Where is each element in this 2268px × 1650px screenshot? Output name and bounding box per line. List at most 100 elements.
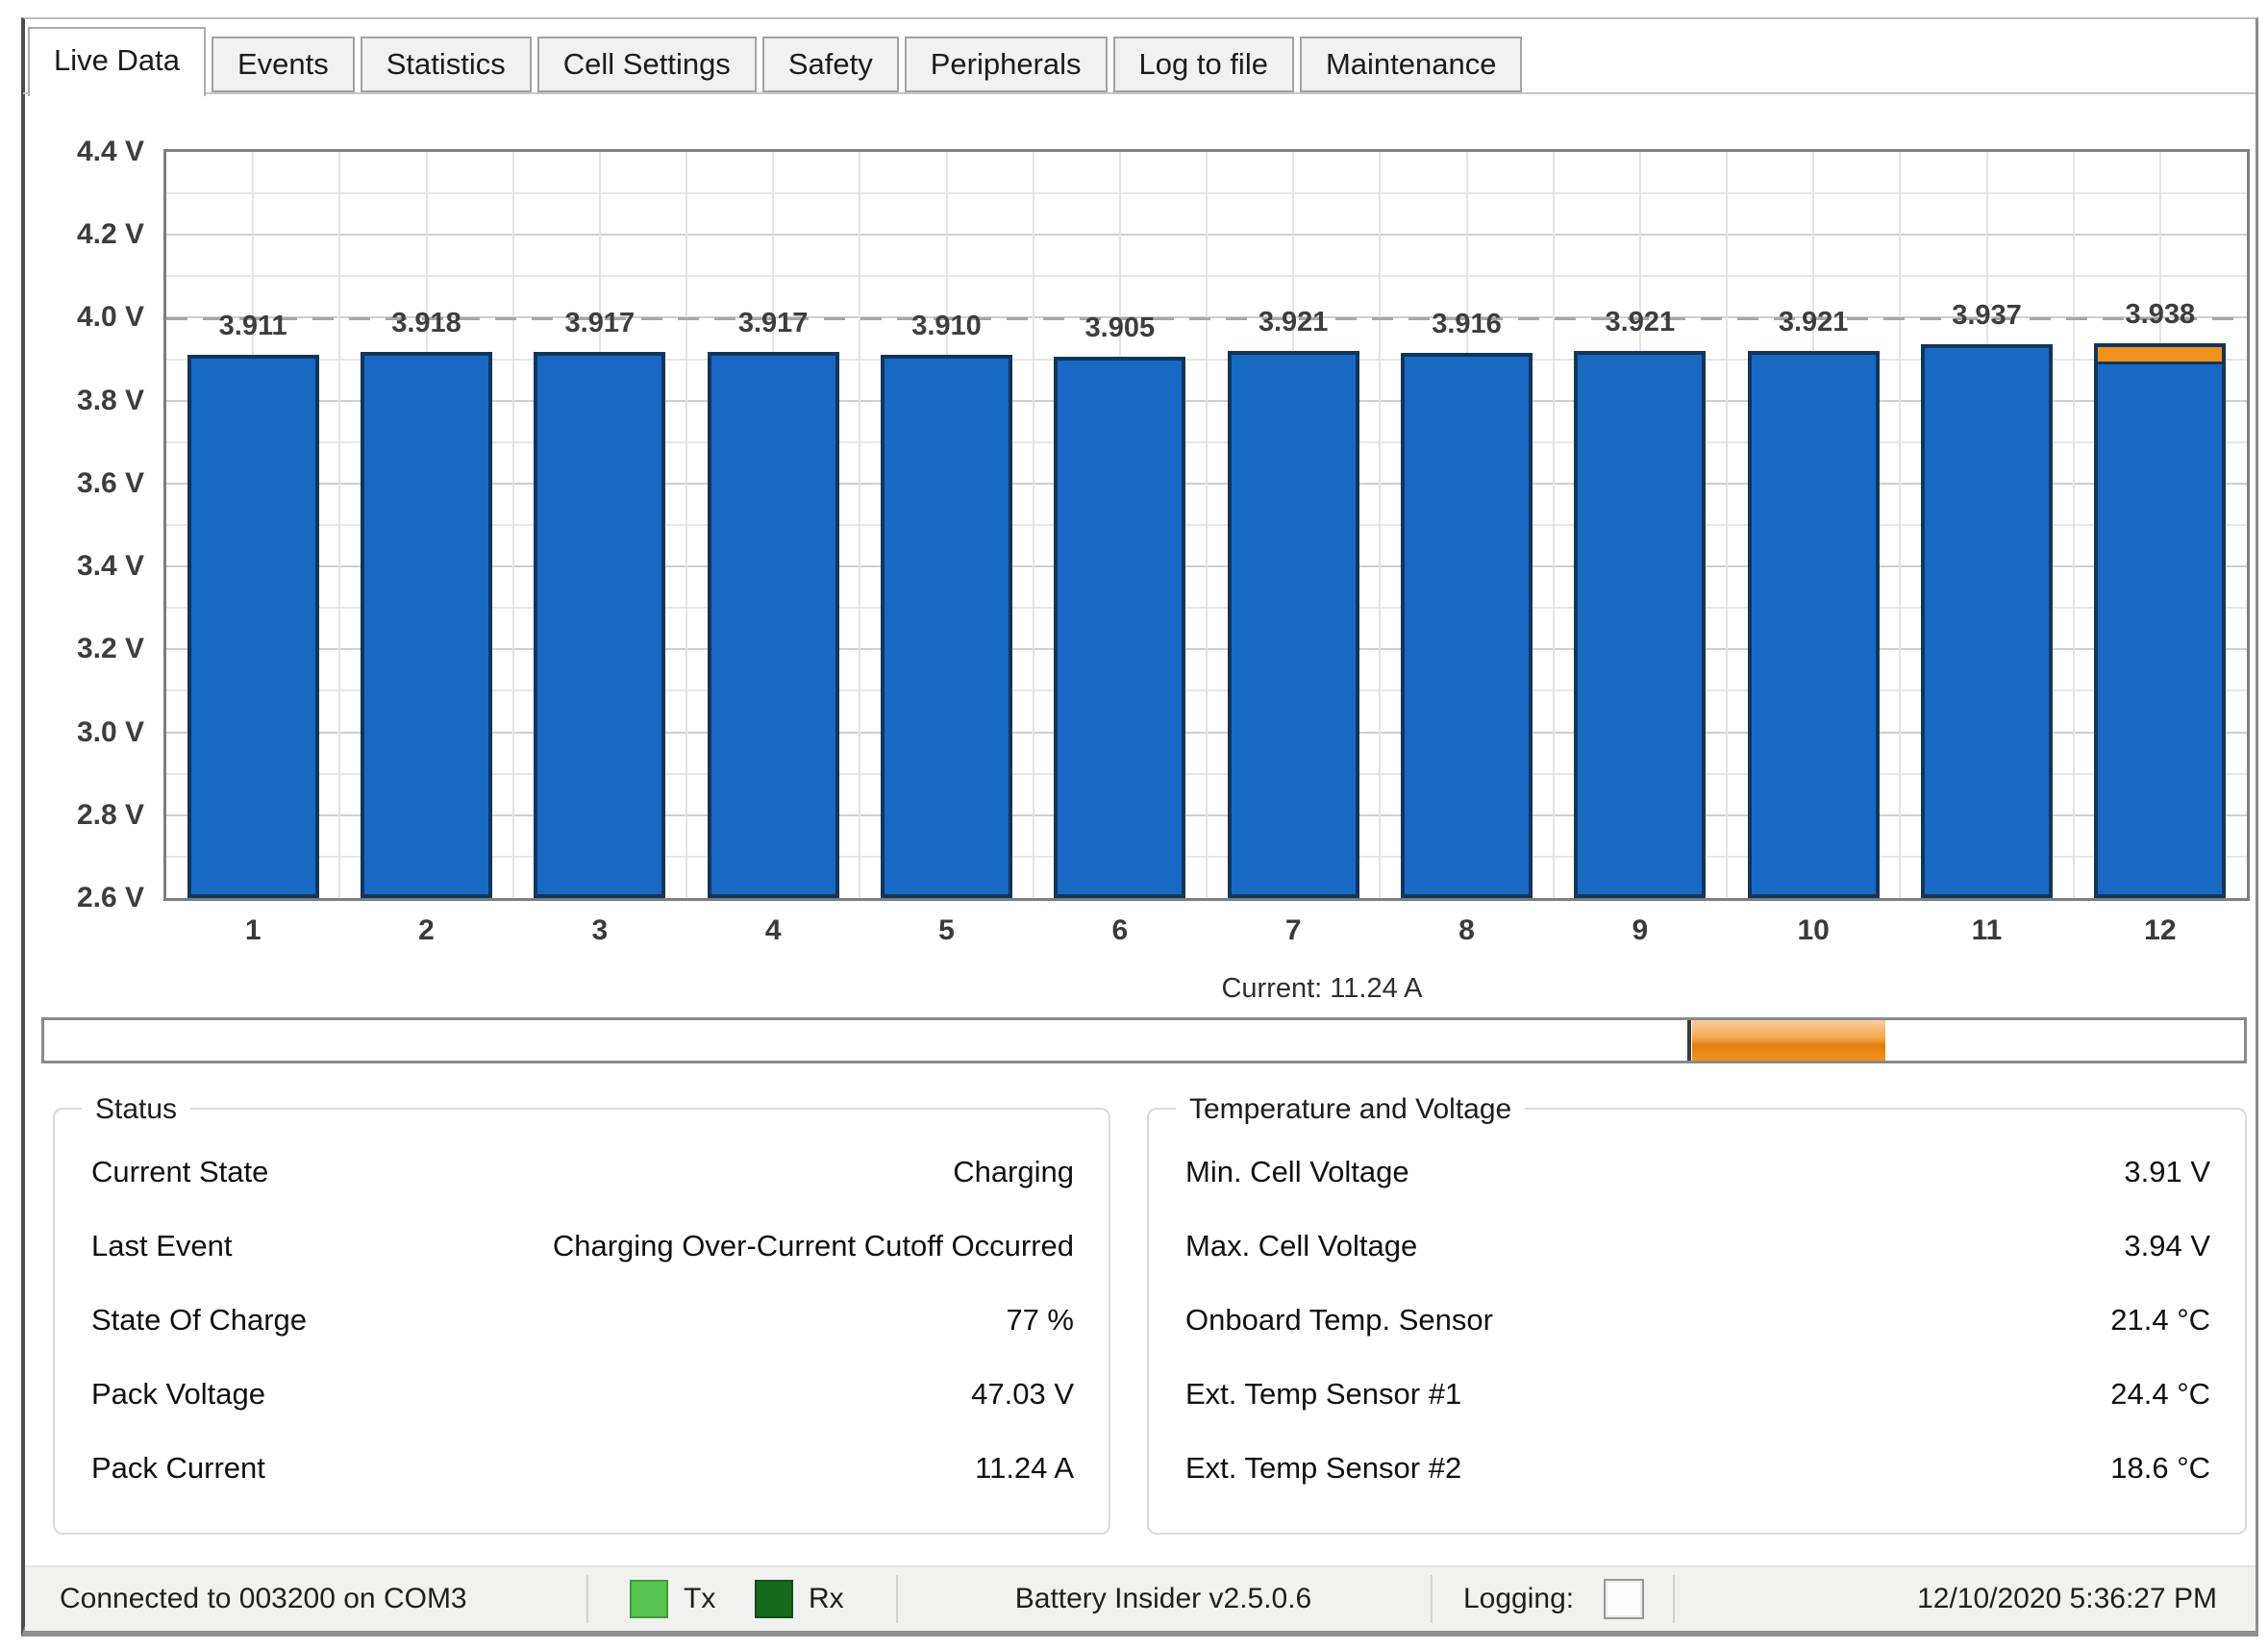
row-label: State Of Charge bbox=[91, 1303, 307, 1338]
row-label: Min. Cell Voltage bbox=[1185, 1155, 1409, 1189]
tab-log-to-file[interactable]: Log to file bbox=[1113, 37, 1294, 92]
cell-voltage-label: 3.921 bbox=[1558, 307, 1722, 338]
chart-plot-area: 3.9113.9183.9173.9173.9103.9053.9213.916… bbox=[163, 149, 2250, 901]
row-value: 77 % bbox=[1006, 1303, 1074, 1338]
y-axis-tick-label: 4.4 V bbox=[29, 133, 144, 171]
status-group-row: Current StateCharging bbox=[91, 1135, 1074, 1209]
x-gridline bbox=[685, 152, 687, 898]
statusbar-separator bbox=[1431, 1575, 1433, 1623]
statusbar-separator bbox=[586, 1575, 588, 1623]
row-label: Pack Voltage bbox=[91, 1377, 265, 1412]
temp-group-row: Min. Cell Voltage 3.91 V bbox=[1185, 1135, 2210, 1209]
cell-voltage-label: 3.921 bbox=[1732, 307, 1895, 338]
tab-strip: Live DataEventsStatisticsCell SettingsSa… bbox=[28, 37, 1522, 96]
row-value: 47.03 V bbox=[971, 1377, 1074, 1412]
row-value: Charging Over-Current Cutoff Occurred bbox=[553, 1229, 1074, 1263]
cell-bar-11 bbox=[1921, 344, 2053, 898]
statusbar-separator bbox=[1673, 1575, 1675, 1623]
cell-bar-10 bbox=[1748, 351, 1880, 898]
status-groupbox: Status Current StateChargingLast EventCh… bbox=[53, 1108, 1110, 1535]
y-axis-tick-label: 3.0 V bbox=[29, 713, 144, 752]
row-label: Ext. Temp Sensor #2 bbox=[1185, 1451, 1461, 1486]
current-gauge bbox=[41, 1017, 2247, 1063]
tab-peripherals[interactable]: Peripherals bbox=[905, 37, 1108, 92]
cell-bar-4 bbox=[708, 352, 839, 898]
tab-live-data[interactable]: Live Data bbox=[28, 27, 206, 96]
connection-status: Connected to 003200 on COM3 bbox=[60, 1567, 467, 1631]
cell-bar-2 bbox=[361, 352, 492, 898]
row-value: 11.24 A bbox=[975, 1451, 1074, 1486]
y-axis-tick-label: 2.8 V bbox=[29, 796, 144, 835]
x-gridline bbox=[512, 152, 514, 898]
y-axis-tick-label: 3.6 V bbox=[29, 464, 144, 503]
x-gridline bbox=[1033, 152, 1034, 898]
rx-indicator bbox=[755, 1580, 793, 1618]
y-axis-tick-label: 3.8 V bbox=[29, 382, 144, 420]
cell-bar-1 bbox=[187, 355, 319, 898]
cell-voltage-label: 3.911 bbox=[171, 311, 335, 342]
cell-voltage-label: 3.921 bbox=[1211, 307, 1375, 338]
x-gridline bbox=[1553, 152, 1555, 898]
tab-statistics[interactable]: Statistics bbox=[361, 37, 532, 92]
row-value: 21.4 °C bbox=[2110, 1303, 2210, 1338]
x-gridline bbox=[1899, 152, 1901, 898]
battery-insider-window: Live DataEventsStatisticsCell SettingsSa… bbox=[0, 0, 2268, 1650]
x-axis-tick-label: 2 bbox=[369, 912, 485, 950]
gauge-fill bbox=[1692, 1020, 1885, 1061]
tab-safety[interactable]: Safety bbox=[762, 37, 899, 92]
cell-bar-8 bbox=[1401, 353, 1533, 898]
x-axis-tick-label: 5 bbox=[889, 912, 1005, 950]
y-axis-tick-label: 3.2 V bbox=[29, 630, 144, 668]
cell-voltage-label: 3.937 bbox=[1906, 300, 2069, 332]
x-axis-tick-label: 6 bbox=[1062, 912, 1178, 950]
x-axis-tick-label: 9 bbox=[1583, 912, 1698, 950]
status-group-row: Pack Voltage 47.03 V bbox=[91, 1357, 1074, 1431]
temperature-voltage-groupbox: Temperature and Voltage Min. Cell Voltag… bbox=[1147, 1108, 2247, 1535]
logging-checkbox[interactable] bbox=[1604, 1579, 1644, 1619]
cell-voltage-label: 3.917 bbox=[691, 308, 855, 339]
pack-current-caption: Current: 11.24 A bbox=[1130, 973, 1514, 1005]
x-gridline bbox=[1379, 152, 1381, 898]
x-axis-tick-label: 4 bbox=[715, 912, 831, 950]
x-axis-tick-label: 8 bbox=[1409, 912, 1525, 950]
cell-voltage-label: 3.917 bbox=[518, 308, 682, 339]
row-value: 18.6 °C bbox=[2110, 1451, 2210, 1486]
tab-events[interactable]: Events bbox=[212, 37, 355, 92]
row-label: Ext. Temp Sensor #1 bbox=[1185, 1377, 1461, 1412]
balance-indicator bbox=[2098, 347, 2222, 364]
temperature-voltage-groupbox-title: Temperature and Voltage bbox=[1176, 1090, 1525, 1129]
cell-voltage-label: 3.905 bbox=[1038, 312, 1202, 344]
x-gridline bbox=[1206, 152, 1208, 898]
row-value: 3.91 V bbox=[2124, 1155, 2210, 1189]
cell-bar-6 bbox=[1054, 357, 1185, 898]
cell-bar-9 bbox=[1574, 351, 1706, 898]
cell-bar-12 bbox=[2094, 343, 2226, 898]
cell-voltage-label: 3.910 bbox=[865, 311, 1029, 342]
row-value: 3.94 V bbox=[2124, 1229, 2210, 1263]
status-group-row: Last EventCharging Over-Current Cutoff O… bbox=[91, 1209, 1074, 1283]
status-groupbox-title: Status bbox=[82, 1090, 190, 1129]
cell-bar-7 bbox=[1228, 351, 1359, 898]
tx-label: Tx bbox=[684, 1567, 715, 1631]
x-gridline bbox=[859, 152, 860, 898]
y-axis-tick-label: 4.0 V bbox=[29, 298, 144, 337]
cell-voltage-label: 3.938 bbox=[2079, 299, 2242, 331]
row-label: Max. Cell Voltage bbox=[1185, 1229, 1417, 1263]
x-gridline bbox=[1726, 152, 1728, 898]
tx-indicator bbox=[630, 1580, 668, 1618]
row-value: Charging bbox=[953, 1155, 1074, 1189]
x-gridline bbox=[2073, 152, 2075, 898]
row-label: Pack Current bbox=[91, 1451, 265, 1486]
cell-voltage-label: 3.918 bbox=[345, 308, 509, 339]
temp-group-row: Ext. Temp Sensor #2 18.6 °C bbox=[1185, 1431, 2210, 1505]
status-rows: Current StateChargingLast EventCharging … bbox=[91, 1135, 1074, 1505]
timestamp: 12/10/2020 5:36:27 PM bbox=[1917, 1567, 2217, 1631]
tab-cell-settings[interactable]: Cell Settings bbox=[537, 37, 757, 92]
x-axis-tick-label: 10 bbox=[1756, 912, 1871, 950]
x-gridline bbox=[338, 152, 340, 898]
temp-group-row: Max. Cell Voltage 3.94 V bbox=[1185, 1209, 2210, 1283]
logging-label: Logging: bbox=[1463, 1567, 1574, 1631]
tab-maintenance[interactable]: Maintenance bbox=[1300, 37, 1523, 92]
status-group-row: State Of Charge 77 % bbox=[91, 1283, 1074, 1357]
rx-label: Rx bbox=[809, 1567, 844, 1631]
